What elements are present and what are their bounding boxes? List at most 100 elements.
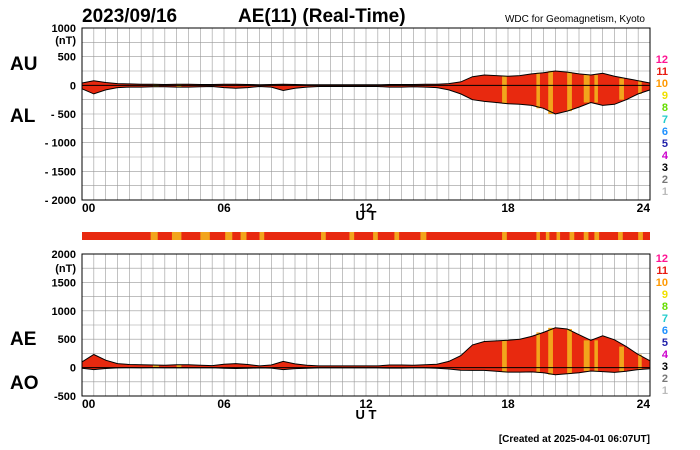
missing-station-band (536, 72, 540, 109)
y-tick-label: - 1500 (45, 166, 76, 178)
station-count-segment (394, 232, 400, 240)
y-tick-label: -500 (54, 391, 76, 403)
station-count-label: 2 (662, 373, 668, 385)
y-tick-label: 0 (70, 363, 76, 375)
missing-station-band (583, 340, 590, 372)
station-count-label: 4 (662, 349, 669, 361)
station-count-segment (200, 232, 210, 240)
station-count-label: 9 (662, 90, 668, 102)
station-count-segment (373, 232, 378, 240)
station-count-strip (82, 232, 650, 240)
x-tick-label: 18 (501, 201, 515, 215)
station-count-label: 8 (662, 102, 668, 114)
station-count-label: 3 (662, 361, 668, 373)
missing-station-band (502, 340, 507, 373)
top-unit-label: (nT) (55, 35, 76, 47)
station-count-segment (583, 232, 589, 240)
x-tick-label: 12 (359, 397, 373, 411)
date-title: 2023/09/16 (82, 6, 177, 27)
station-count-label: 3 (662, 162, 668, 174)
station-count-label: 6 (662, 325, 668, 337)
station-count-segment (259, 232, 265, 240)
station-count-segment (150, 232, 158, 240)
plot-frame (81, 253, 651, 397)
created-timestamp: [Created at 2025-04-01 06:07UT] (499, 434, 650, 445)
missing-station-band (502, 76, 507, 104)
station-count-segment (536, 232, 540, 240)
missing-station-band (583, 75, 590, 103)
station-count-segment (225, 232, 233, 240)
plot-frame (81, 27, 651, 201)
envelope-fill (82, 327, 650, 375)
station-count-label: 7 (662, 313, 668, 325)
bottom-side-label-upper: AE (10, 329, 36, 350)
station-count-segment (638, 232, 643, 240)
missing-station-band (536, 332, 540, 373)
station-count-segment (240, 232, 247, 240)
y-tick-label: - 1000 (45, 138, 76, 150)
missing-station-band (638, 354, 642, 370)
station-count-label: 11 (656, 66, 668, 78)
y-tick-label: 500 (58, 334, 76, 346)
missing-station-band (619, 78, 624, 100)
y-tick-label: 500 (58, 52, 76, 64)
bottom-x-axis-title: U T (356, 407, 377, 422)
x-tick-label: 06 (217, 397, 231, 411)
missing-station-band (548, 71, 553, 114)
missing-station-band (548, 327, 553, 375)
y-tick-label: 1500 (52, 277, 76, 289)
station-count-segment (502, 232, 507, 240)
station-count-label: 12 (656, 54, 668, 66)
station-count-label: 12 (656, 253, 668, 265)
station-count-label: 8 (662, 301, 668, 313)
missing-station-band (594, 75, 598, 103)
station-count-segment (618, 232, 623, 240)
x-tick-label: 00 (82, 397, 96, 411)
missing-station-band (567, 328, 572, 374)
bottom-side-label-lower: AO (10, 373, 39, 394)
x-tick-label: 00 (82, 201, 96, 215)
station-count-segment (569, 232, 575, 240)
station-count-segment (82, 232, 650, 240)
index-title: AE(11) (Real-Time) (238, 6, 406, 27)
ae-series-line (81, 327, 651, 367)
missing-station-band (619, 346, 624, 372)
station-count-label: 10 (656, 78, 668, 90)
y-tick-label: 1000 (52, 306, 76, 318)
au-series-line (81, 70, 651, 86)
missing-station-band (594, 340, 598, 372)
y-tick-label: - 500 (51, 109, 76, 121)
station-count-label: 7 (662, 114, 668, 126)
station-count-label: 1 (662, 385, 668, 397)
station-count-label: 4 (662, 150, 669, 162)
station-count-label: 9 (662, 289, 668, 301)
station-count-segment (594, 232, 600, 240)
station-count-segment (545, 232, 550, 240)
top-side-label-upper: AU (10, 54, 37, 75)
bottom-unit-label: (nT) (55, 263, 76, 275)
station-count-label: 6 (662, 126, 668, 138)
x-tick-label: 06 (217, 201, 231, 215)
station-count-label: 2 (662, 174, 668, 186)
source-label: WDC for Geomagnetism, Kyoto (505, 14, 645, 25)
station-count-label: 1 (662, 186, 668, 198)
y-tick-label: 0 (70, 80, 76, 92)
missing-station-band (153, 365, 159, 368)
y-tick-label: - 2000 (45, 195, 76, 207)
station-count-segment (171, 232, 182, 240)
missing-station-band (638, 80, 642, 94)
station-count-segment (321, 232, 326, 240)
missing-station-band (567, 72, 572, 112)
x-tick-label: 12 (359, 201, 373, 215)
station-count-label: 10 (656, 277, 668, 289)
top-side-label-lower: AL (10, 106, 36, 127)
al-series-line (81, 85, 651, 115)
y-tick-label: 2000 (52, 249, 76, 261)
missing-station-band (176, 364, 182, 368)
x-tick-label: 24 (637, 201, 651, 215)
x-tick-label: 18 (501, 397, 515, 411)
station-count-segment (349, 232, 355, 240)
